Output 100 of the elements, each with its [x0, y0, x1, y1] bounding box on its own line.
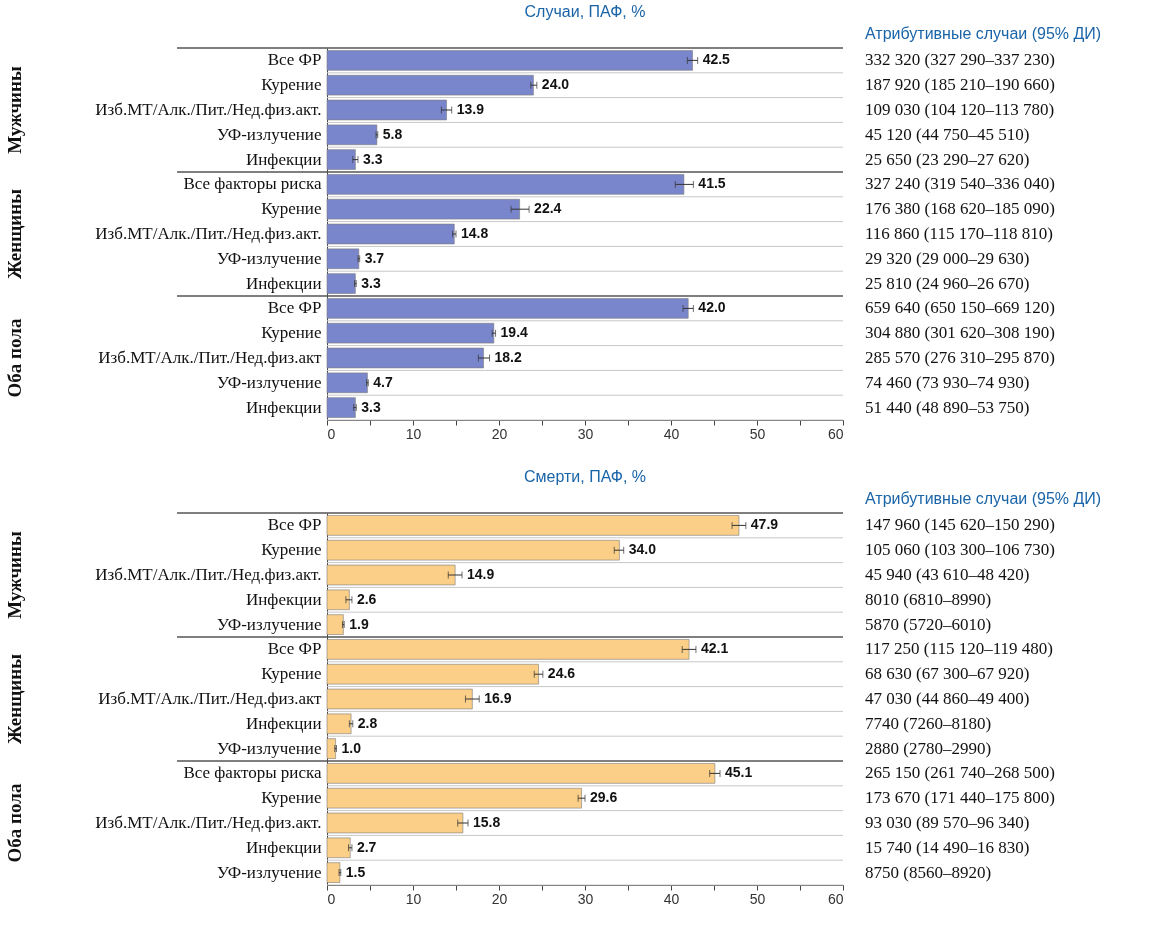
- data-label: 5.8: [382, 125, 403, 142]
- text: Оба пола: [4, 318, 25, 398]
- y-tick-label: Изб.МТ/Алк./Пит./Нед.физ.акт.: [95, 565, 322, 584]
- data-label: 14.8: [461, 225, 489, 241]
- text: 109 030 (104 120–113 780): [865, 100, 1055, 119]
- chart-title: Случаи, ПАФ, %: [524, 3, 646, 20]
- y2-axis-title: Атрибутивные случаи (95% ДИ): [865, 25, 1102, 42]
- x-tick-label: 50: [749, 890, 766, 907]
- text: 51 440 (48 890–53 750): [865, 397, 1030, 417]
- text: 25 650 (23 290–27 620): [865, 149, 1030, 169]
- data-label: 1.0: [341, 739, 362, 756]
- data-label: 24.6: [547, 665, 576, 682]
- y-tick-label: Все ФР: [267, 50, 322, 70]
- y-tick-label: Инфекции: [246, 397, 322, 417]
- data-label: 3.3: [361, 398, 381, 415]
- text: 105 060 (103 300–106 730): [865, 540, 1055, 560]
- data-label: 24.0: [541, 76, 570, 93]
- text: 29 320 (29 000–29 630): [865, 248, 1030, 268]
- y-tick-label: Курение: [261, 540, 322, 560]
- y-tick-label: УФ-излучение: [217, 372, 322, 392]
- x-tick-label: 20: [491, 425, 508, 442]
- y-tick-label: УФ-излучение: [217, 614, 322, 634]
- data-label: 42.1: [700, 640, 729, 657]
- text: 659 640 (650 150–669 120): [865, 298, 1055, 318]
- text: 68 630 (67 300–67 920): [865, 664, 1030, 684]
- text: 7740 (7260–8180): [865, 713, 992, 733]
- x-tick-label: 10: [405, 890, 422, 907]
- y-tick-label: Инфекции: [246, 837, 322, 857]
- data-label: 18.2: [494, 349, 522, 365]
- data-label: 3.7: [364, 249, 385, 266]
- data-label: 1.9: [349, 615, 369, 632]
- y-tick-label: Все факторы риска: [183, 174, 322, 194]
- data-label: 4.7: [373, 373, 393, 390]
- text: 74 460 (73 930–74 930): [865, 372, 1030, 392]
- x-tick-label: 10: [405, 425, 422, 442]
- y-tick-label: Изб.МТ/Алк./Пит./Нед.физ.акт.: [95, 100, 322, 119]
- text: 2880 (2780–2990): [865, 738, 992, 758]
- data-label: 14.9: [467, 566, 495, 582]
- y-tick-label: Инфекции: [246, 713, 322, 733]
- x-tick-label: 0: [327, 890, 336, 907]
- y-tick-label: Все ФР: [267, 639, 322, 659]
- text: Мужчины: [4, 531, 25, 619]
- text: 5870 (5720–6010): [865, 614, 992, 634]
- data-label: 42.5: [702, 51, 731, 68]
- x-tick-label: 30: [577, 425, 594, 442]
- x-tick-label: 50: [749, 425, 766, 442]
- text: 176 380 (168 620–185 090): [865, 199, 1055, 219]
- text: 304 880 (301 620–308 190): [865, 323, 1055, 343]
- data-label: 29.6: [590, 789, 618, 806]
- text: Мужчины: [4, 66, 25, 154]
- data-label: 22.4: [534, 200, 562, 217]
- text: 15 740 (14 490–16 830): [865, 837, 1030, 857]
- y2-axis-title: Атрибутивные случаи (95% ДИ): [865, 490, 1102, 507]
- data-label: 16.9: [484, 690, 512, 706]
- text: Женщины: [4, 188, 25, 279]
- data-label: 34.0: [628, 541, 657, 558]
- y-tick-label: Изб.МТ/Алк./Пит./Нед.физ.акт: [98, 689, 323, 708]
- y-tick-label: УФ-излучение: [217, 862, 322, 882]
- y-tick-label: УФ-излучение: [217, 248, 322, 268]
- text: 116 860 (115 170–118 810): [865, 224, 1053, 243]
- text: Оба пола: [4, 783, 25, 863]
- y-tick-label: Курение: [261, 199, 322, 219]
- y-tick-label: Инфекции: [246, 273, 322, 293]
- text: 327 240 (319 540–336 040): [865, 174, 1055, 194]
- data-label: 2.8: [357, 714, 378, 731]
- data-label: 1.5: [345, 863, 366, 880]
- text: 265 150 (261 740–268 500): [865, 763, 1055, 783]
- x-tick-label: 60: [827, 425, 844, 442]
- x-tick-label: 30: [577, 890, 594, 907]
- text: 93 030 (89 570–96 340): [865, 813, 1030, 832]
- data-label: 15.8: [473, 814, 501, 830]
- y-tick-label: Инфекции: [246, 149, 322, 169]
- x-tick-label: 40: [663, 425, 680, 442]
- y-tick-label: Все факторы риска: [183, 763, 322, 783]
- y-tick-label: Изб.МТ/Алк./Пит./Нед.физ.акт.: [95, 813, 322, 832]
- y-tick-label: Изб.МТ/Алк./Пит./Нед.физ.акт.: [95, 224, 322, 243]
- text: 8010 (6810–8990): [865, 589, 992, 609]
- text: Женщины: [4, 653, 25, 744]
- data-label: 3.3: [361, 274, 381, 291]
- data-label: 45.1: [725, 764, 753, 781]
- y-tick-label: Все ФР: [267, 515, 322, 535]
- text: 332 320 (327 290–337 230): [865, 50, 1055, 70]
- data-label: 2.6: [356, 590, 377, 607]
- chart-title: Смерти, ПАФ, %: [523, 468, 647, 485]
- x-tick-label: 60: [827, 890, 844, 907]
- y-tick-label: Курение: [261, 788, 322, 808]
- data-label: 3.3: [362, 150, 383, 167]
- text: 45 120 (44 750–45 510): [865, 124, 1030, 144]
- y-tick-label: Все ФР: [267, 298, 322, 318]
- x-tick-label: 20: [491, 890, 508, 907]
- x-tick-label: 40: [663, 890, 680, 907]
- text: 117 250 (115 120–119 480): [865, 639, 1053, 659]
- text: 187 920 (185 210–190 660): [865, 75, 1055, 95]
- y-tick-label: Курение: [261, 664, 322, 684]
- text: 8750 (8560–8920): [865, 862, 992, 882]
- y-tick-label: Курение: [261, 323, 322, 343]
- text: 285 570 (276 310–295 870): [865, 348, 1055, 367]
- data-label: 41.5: [698, 175, 726, 192]
- data-label: 2.7: [356, 838, 377, 855]
- data-label: 47.9: [750, 516, 779, 533]
